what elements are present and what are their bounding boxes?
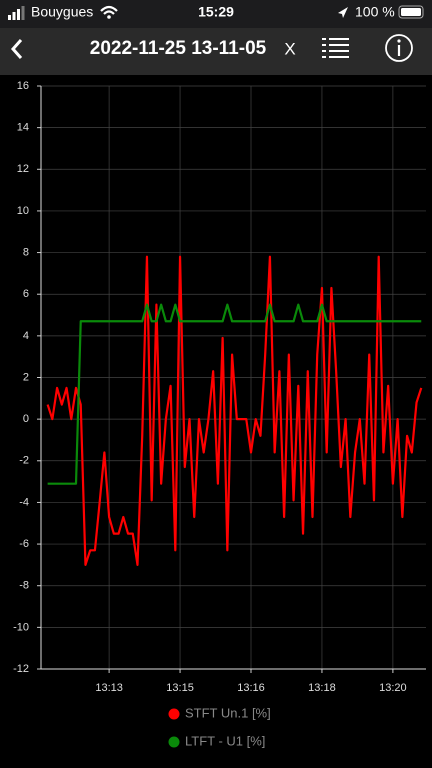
series-line (47, 303, 422, 485)
signal-icon (8, 6, 25, 20)
legend-label: STFT Un.1 [%] (185, 705, 271, 720)
list-button[interactable] (322, 38, 349, 58)
y-tick-label: 12 (17, 163, 29, 175)
legend-marker (168, 708, 180, 720)
status-bar (0, 0, 432, 28)
battery-text: 100 % (355, 4, 395, 20)
y-tick-label: -4 (19, 496, 29, 508)
wifi-icon (100, 5, 118, 15)
y-tick-label: 16 (17, 80, 29, 92)
y-tick-label: -10 (13, 621, 29, 633)
y-tick-label: 2 (23, 371, 29, 383)
header-title: 2022-11-25 13-11-05 (90, 38, 267, 59)
y-tick-label: 10 (17, 205, 29, 217)
series-line (46, 255, 423, 566)
x-tick-label: 13:18 (308, 682, 336, 694)
wifi-dot (107, 15, 111, 19)
info-button[interactable] (385, 34, 413, 62)
legend-marker (168, 736, 180, 748)
carrier: Bouygues (31, 4, 93, 20)
legend-label: LTFT - U1 [%] (185, 733, 265, 748)
x-tick-label: 13:16 (237, 682, 265, 694)
y-tick-label: 14 (17, 122, 29, 134)
y-tick-label: -2 (19, 455, 29, 467)
battery-icon (398, 5, 424, 19)
y-tick-label: 0 (23, 413, 29, 425)
close-button[interactable]: X (284, 39, 295, 58)
location-icon (338, 7, 348, 18)
battery-level (401, 8, 421, 16)
y-tick-label: 6 (23, 288, 29, 300)
plot: -12 -10 -8 -6 -4 -2 0 2 4 6 8 10 12 14 16 13:13 13:15 13:… (13, 80, 426, 748)
y-tick-label: 4 (23, 330, 29, 342)
y-tick-label: -8 (19, 580, 29, 592)
clock: 15:29 (198, 4, 234, 20)
back-button[interactable] (10, 39, 23, 59)
x-tick-label: 13:13 (95, 682, 123, 694)
y-tick-label: -6 (19, 538, 29, 550)
header (0, 28, 432, 75)
x-tick-label: 13:15 (166, 682, 194, 694)
y-tick-label: 8 (23, 246, 29, 258)
y-tick-label: -12 (13, 663, 29, 675)
x-tick-label: 13:20 (379, 682, 407, 694)
